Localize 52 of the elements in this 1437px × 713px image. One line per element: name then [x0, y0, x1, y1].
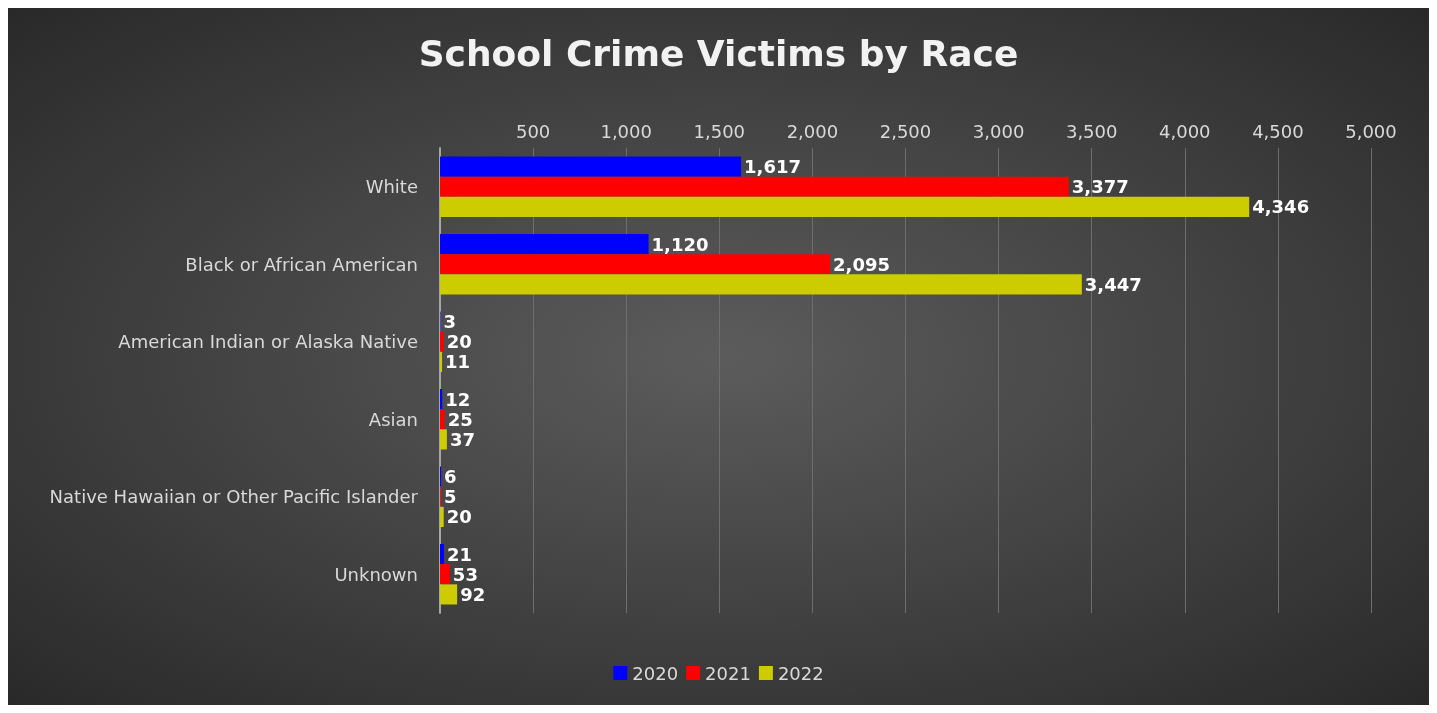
- bar: [440, 564, 450, 585]
- x-tick-label: 5,000: [1345, 120, 1397, 142]
- x-tick-label: 4,000: [1159, 120, 1211, 142]
- y-tick-label: Asian: [368, 408, 418, 430]
- bar: [440, 156, 742, 177]
- data-label: 21: [446, 543, 472, 565]
- bar: [440, 274, 1082, 295]
- bar: [440, 176, 1069, 197]
- data-label: 1,617: [744, 156, 802, 178]
- data-label: 11: [445, 351, 471, 373]
- data-label: 92: [460, 583, 486, 605]
- x-tick-label: 3,000: [972, 120, 1025, 142]
- data-label: 6: [444, 466, 457, 488]
- chart-title: School Crime Victims by Race: [418, 32, 1019, 74]
- data-label: 20: [446, 506, 472, 528]
- y-tick-label: Black or African American: [185, 253, 418, 275]
- data-label: 3,447: [1084, 273, 1142, 295]
- x-tick-label: 1,000: [600, 120, 652, 142]
- data-label: 37: [449, 428, 475, 450]
- bar: [440, 544, 444, 565]
- x-tick-label: 2,000: [786, 120, 839, 142]
- x-tick-label: 500: [515, 120, 551, 142]
- data-label: 12: [445, 388, 471, 410]
- legend-label: 2021: [705, 662, 751, 684]
- legend-label: 2020: [632, 662, 679, 684]
- y-tick-label: White: [365, 176, 418, 198]
- x-tick-label: 3,500: [1065, 120, 1118, 142]
- data-label: 20: [446, 331, 472, 353]
- x-tick-label: 4,500: [1252, 120, 1304, 142]
- y-tick-label: American Indian or Alaska Native: [118, 331, 418, 353]
- legend-label: 2022: [777, 662, 824, 684]
- data-label: 25: [447, 408, 473, 430]
- data-label: 2,095: [833, 253, 891, 275]
- data-label: 1,120: [651, 233, 709, 255]
- data-label: 3,377: [1071, 176, 1129, 198]
- bar: [440, 429, 447, 450]
- data-label: 3: [443, 311, 457, 333]
- bar: [440, 196, 1250, 217]
- y-tick-label: Unknown: [334, 563, 418, 585]
- data-label: 4,346: [1252, 196, 1310, 218]
- x-tick-label: 2,500: [879, 120, 932, 142]
- bar: [440, 234, 649, 255]
- bar: [440, 331, 444, 352]
- data-label: 5: [443, 486, 457, 508]
- bar: [440, 351, 443, 372]
- bar: [440, 409, 445, 430]
- x-tick-label: 1,500: [693, 120, 746, 142]
- bar: [440, 254, 831, 275]
- bar: [440, 506, 444, 527]
- bar: [440, 584, 458, 605]
- y-tick-label: Native Hawaiian or Other Pacific Islander: [49, 486, 419, 508]
- data-label: 53: [452, 563, 478, 585]
